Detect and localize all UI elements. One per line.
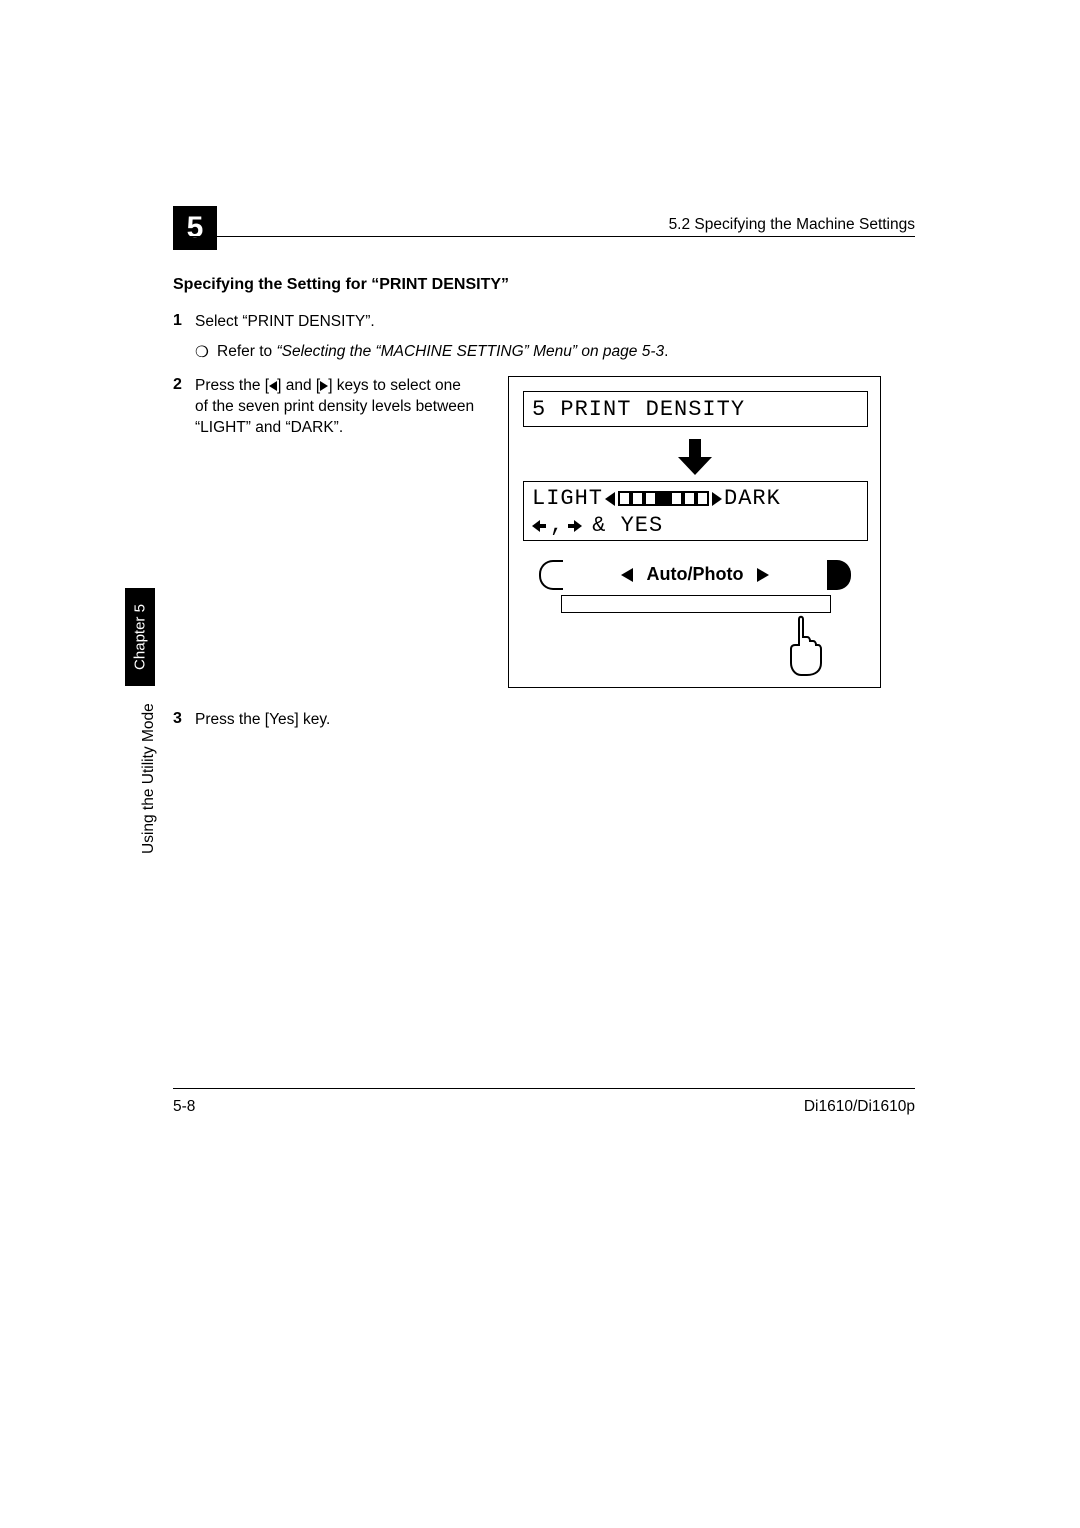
lcd-illustration: 5 PRINT DENSITY LIGHT DARK , (508, 376, 915, 688)
step-text: Press the [] and [] keys to select one o… (195, 376, 478, 439)
step2-text-b: ] and [ (277, 377, 320, 394)
side-tab-text: Chapter 5 (132, 604, 149, 670)
step-1: 1 Select “PRINT DENSITY”. (173, 312, 915, 333)
scale-left-arrow-icon (605, 492, 615, 506)
density-segment (683, 491, 696, 506)
page-footer: 5-8 Di1610/Di1610p (173, 1098, 915, 1116)
step-2-text-col: 2 Press the [] and [] keys to select one… (173, 376, 478, 449)
step-text: Select “PRINT DENSITY”. (195, 312, 915, 333)
footer-rule (173, 1088, 915, 1089)
sub-italic: “Selecting the “MACHINE SETTING” Menu” o… (276, 343, 664, 360)
density-segments (618, 491, 709, 506)
chapter-number-box: 5 (173, 206, 217, 250)
comma: , (550, 513, 564, 538)
indicator-bar (561, 595, 831, 613)
step2-text-a: Press the [ (195, 377, 269, 394)
down-arrow-icon (678, 439, 712, 475)
section-title: Specifying the Setting for “PRINT DENSIT… (173, 276, 915, 294)
lcd-line-2: LIGHT DARK , & YES (523, 481, 868, 541)
step-number: 2 (173, 376, 195, 439)
step-number: 3 (173, 710, 195, 731)
lcd-panel: 5 PRINT DENSITY LIGHT DARK , (508, 376, 881, 688)
sub-bullet-icon: ❍ (195, 343, 217, 362)
density-segment (631, 491, 644, 506)
lcd-yes-line: , & YES (532, 513, 859, 538)
step-3: 3 Press the [Yes] key. (173, 710, 915, 731)
sub-text: Refer to “Selecting the “MACHINE SETTING… (217, 343, 668, 362)
light-label: LIGHT (532, 486, 603, 511)
header-rule (173, 236, 915, 237)
right-button-icon (827, 560, 851, 590)
right-arrow-icon (757, 568, 769, 582)
step-number: 1 (173, 312, 195, 333)
dark-label: DARK (724, 486, 781, 511)
sub-prefix: Refer to (217, 343, 276, 360)
pointing-finger-icon (785, 615, 825, 677)
density-segment (696, 491, 709, 506)
left-button-icon (539, 560, 563, 590)
page-header: 5 5.2 Specifying the Machine Settings (173, 206, 915, 254)
lcd-line-1: 5 PRINT DENSITY (523, 391, 868, 427)
density-segment (644, 491, 657, 506)
auto-photo-label: Auto/Photo (563, 564, 827, 585)
density-segment (670, 491, 683, 506)
step-2: 2 Press the [] and [] keys to select one… (173, 376, 478, 439)
left-key-icon (532, 520, 546, 532)
left-arrow-icon (269, 381, 277, 391)
side-chapter-title: Using the Utility Mode (140, 703, 158, 854)
left-arrow-icon (621, 568, 633, 582)
header-section-ref: 5.2 Specifying the Machine Settings (669, 216, 915, 234)
sub-suffix: . (664, 343, 668, 360)
scale-right-arrow-icon (712, 492, 722, 506)
auto-photo-row: Auto/Photo (539, 559, 851, 591)
density-scale: LIGHT DARK (532, 486, 859, 511)
page-number: 5-8 (173, 1098, 195, 1116)
yes-text: & YES (592, 513, 663, 538)
step-2-row: 2 Press the [] and [] keys to select one… (173, 376, 915, 688)
model-name: Di1610/Di1610p (804, 1098, 915, 1116)
step-1-sub: ❍ Refer to “Selecting the “MACHINE SETTI… (195, 343, 915, 362)
step-text: Press the [Yes] key. (195, 710, 915, 731)
density-segment (657, 491, 670, 506)
density-segment (618, 491, 631, 506)
auto-photo-text: Auto/Photo (647, 564, 744, 585)
right-arrow-icon (320, 381, 328, 391)
chapter-side-tab: Chapter 5 (125, 588, 155, 686)
right-key-icon (568, 520, 582, 532)
page-content: 5 5.2 Specifying the Machine Settings Sp… (173, 206, 915, 1118)
steps-list: 1 Select “PRINT DENSITY”. ❍ Refer to “Se… (173, 312, 915, 731)
